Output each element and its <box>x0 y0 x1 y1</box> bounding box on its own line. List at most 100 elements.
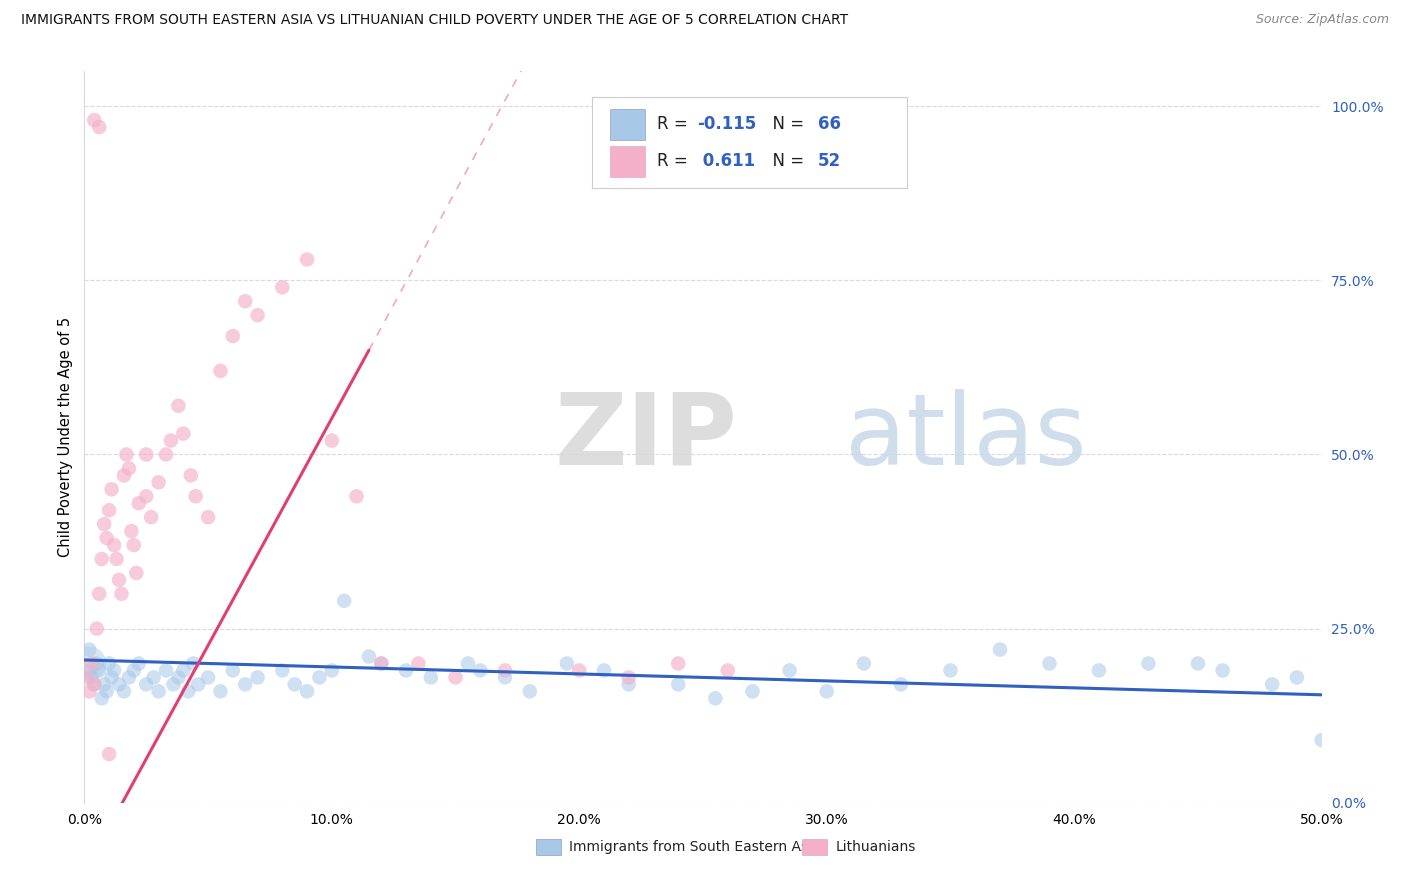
Point <box>271 664 294 678</box>
Point <box>89 587 111 601</box>
Point <box>80 670 103 684</box>
Point <box>93 677 115 691</box>
Point <box>779 664 801 678</box>
Point <box>148 475 170 490</box>
Point <box>295 252 318 267</box>
Point <box>246 670 269 684</box>
Point <box>666 677 689 691</box>
Point <box>370 657 392 671</box>
Point <box>617 670 640 684</box>
Point <box>103 664 125 678</box>
Point <box>346 489 368 503</box>
Point <box>148 684 170 698</box>
Point <box>519 684 541 698</box>
Point <box>617 677 640 691</box>
Point <box>160 434 183 448</box>
Point <box>86 657 108 671</box>
Point <box>103 538 125 552</box>
Point <box>155 448 177 462</box>
Point <box>135 448 157 462</box>
Point <box>357 649 380 664</box>
Point <box>108 573 131 587</box>
Point <box>90 552 112 566</box>
Point <box>333 594 356 608</box>
Point <box>110 587 132 601</box>
Point <box>1261 677 1284 691</box>
Point <box>494 664 516 678</box>
Text: -0.115: -0.115 <box>697 115 756 133</box>
Point <box>122 538 145 552</box>
Point <box>167 670 190 684</box>
Point <box>135 677 157 691</box>
Point <box>704 691 727 706</box>
Point <box>197 510 219 524</box>
Point <box>79 684 101 698</box>
Point <box>83 677 105 691</box>
Point <box>1137 657 1160 671</box>
Point <box>118 670 141 684</box>
Point <box>284 677 307 691</box>
Point <box>1285 670 1308 684</box>
Point <box>180 468 202 483</box>
Point <box>184 489 207 503</box>
Point <box>568 664 591 678</box>
Point <box>122 664 145 678</box>
Point <box>1038 657 1060 671</box>
Point <box>89 120 111 134</box>
Point <box>83 113 105 128</box>
Point <box>162 677 184 691</box>
Point <box>79 664 101 678</box>
Point <box>555 657 578 671</box>
Point <box>96 531 118 545</box>
Text: N =: N = <box>762 115 810 133</box>
Point <box>93 517 115 532</box>
Point <box>408 657 430 671</box>
Point <box>172 664 194 678</box>
Point <box>100 670 122 684</box>
Y-axis label: Child Poverty Under the Age of 5: Child Poverty Under the Age of 5 <box>58 317 73 558</box>
Text: IMMIGRANTS FROM SOUTH EASTERN ASIA VS LITHUANIAN CHILD POVERTY UNDER THE AGE OF : IMMIGRANTS FROM SOUTH EASTERN ASIA VS LI… <box>21 13 848 28</box>
Bar <box>801 839 827 855</box>
Text: Immigrants from South Eastern Asia: Immigrants from South Eastern Asia <box>569 840 821 855</box>
Point <box>167 399 190 413</box>
Point <box>125 566 148 580</box>
Point <box>86 622 108 636</box>
Point <box>457 657 479 671</box>
Point <box>197 670 219 684</box>
Point <box>271 280 294 294</box>
Point <box>155 664 177 678</box>
Point <box>939 664 962 678</box>
Point <box>1212 664 1234 678</box>
Text: 0.611: 0.611 <box>697 153 755 170</box>
Point <box>79 642 101 657</box>
Point <box>76 670 98 684</box>
Point <box>112 468 135 483</box>
Point <box>187 677 209 691</box>
Point <box>96 684 118 698</box>
Point <box>141 510 163 524</box>
Point <box>177 684 200 698</box>
Point <box>246 308 269 322</box>
Text: atlas: atlas <box>845 389 1087 485</box>
Point <box>1187 657 1209 671</box>
Text: 66: 66 <box>818 115 841 133</box>
Text: 52: 52 <box>818 153 841 170</box>
Text: Lithuanians: Lithuanians <box>835 840 915 855</box>
Point <box>209 364 232 378</box>
Point <box>105 552 128 566</box>
Point <box>233 677 256 691</box>
Bar <box>536 839 561 855</box>
Point <box>815 684 838 698</box>
Point <box>120 524 142 538</box>
Point <box>118 461 141 475</box>
Point <box>181 657 204 671</box>
Point <box>1088 664 1111 678</box>
Point <box>395 664 418 678</box>
Point <box>80 657 103 671</box>
Point <box>321 664 343 678</box>
Point <box>115 448 138 462</box>
Point <box>222 329 245 343</box>
Text: ZIP: ZIP <box>554 389 737 485</box>
Text: N =: N = <box>762 153 810 170</box>
Point <box>222 664 245 678</box>
